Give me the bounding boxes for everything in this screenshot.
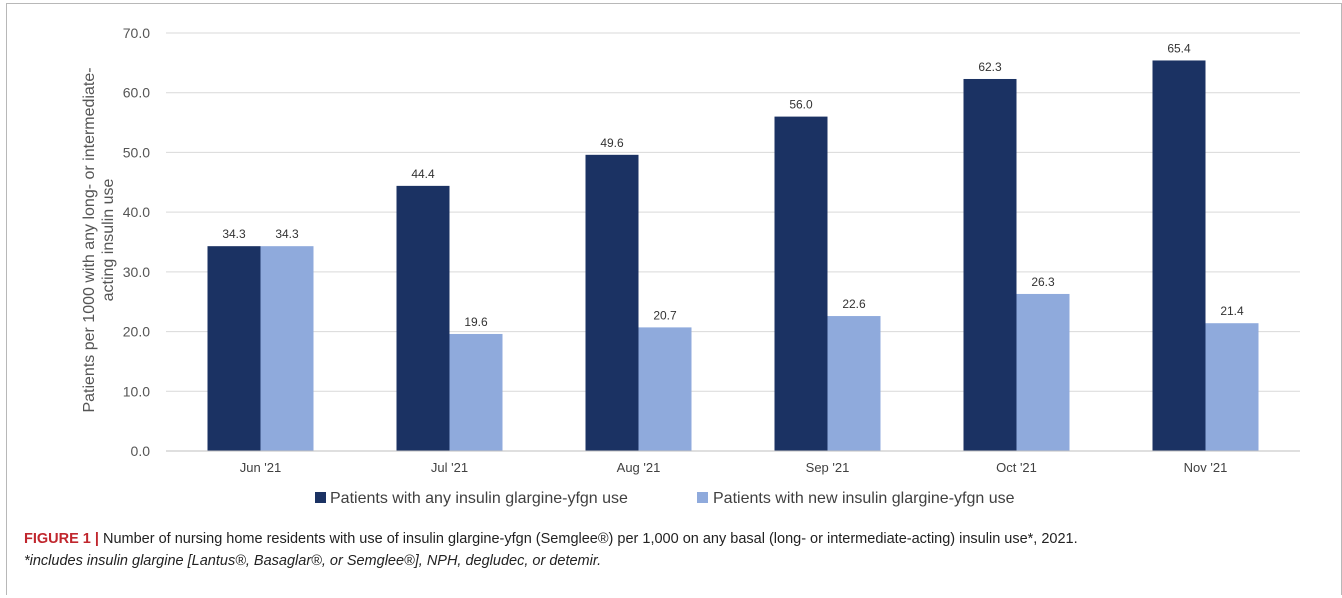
x-tick-label: Oct '21 <box>996 460 1037 475</box>
bar-any-use <box>774 116 828 451</box>
x-tick-label: Jun '21 <box>240 460 282 475</box>
data-label: 26.3 <box>1031 275 1055 289</box>
data-label: 56.0 <box>789 98 813 112</box>
bar-any-use <box>207 246 261 451</box>
legend-label-any-use: Patients with any insulin glargine-yfgn … <box>330 490 628 507</box>
legend-swatch-new-use <box>697 492 708 503</box>
y-tick-label: 60.0 <box>123 85 150 101</box>
data-label: 44.4 <box>411 167 435 181</box>
caption-footnote: *includes insulin glargine [Lantus®, Bas… <box>24 553 602 569</box>
y-tick-label: 70.0 <box>123 25 150 41</box>
bar-new-use <box>1205 323 1259 451</box>
bar-new-use <box>827 316 881 451</box>
y-tick-label: 20.0 <box>123 324 150 340</box>
y-axis-title-line-1: Patients per 1000 with any long- or inte… <box>81 67 98 412</box>
bar-chart: 0.010.020.030.040.050.060.070.0 34.3 34.3… <box>81 25 1300 507</box>
figure-label: FIGURE 1 | <box>24 531 99 547</box>
data-label: 34.3 <box>275 227 299 241</box>
data-label: 34.3 <box>222 227 246 241</box>
data-labels: 34.3 34.3 44.4 19.6 49.6 20.7 56.0 22.6 62.3 26.3… <box>222 41 1244 328</box>
legend-swatch-any-use <box>315 492 326 503</box>
caption-main: FIGURE 1 | Number of nursing home reside… <box>24 528 1324 550</box>
data-label: 22.6 <box>842 297 866 311</box>
bar-any-use <box>1152 60 1206 452</box>
bar-new-use <box>1016 293 1070 451</box>
x-tick-label: Aug '21 <box>617 460 661 475</box>
y-tick-label: 0.0 <box>131 443 151 459</box>
bar-new-use <box>260 246 314 451</box>
y-tick-label: 40.0 <box>123 204 150 220</box>
y-tick-label: 50.0 <box>123 144 150 160</box>
x-tick-label: Sep '21 <box>806 460 850 475</box>
y-tick-label: 10.0 <box>123 383 150 399</box>
y-tick-label: 30.0 <box>123 264 150 280</box>
data-label: 20.7 <box>653 308 677 322</box>
x-tick-label: Jul '21 <box>431 460 468 475</box>
gridlines <box>166 32 1300 392</box>
bar-new-use <box>638 327 692 451</box>
data-label: 65.4 <box>1167 41 1191 55</box>
y-axis-title: Patients per 1000 with any long- or inte… <box>81 67 117 412</box>
bar-any-use <box>963 78 1017 451</box>
bar-new-use <box>449 333 503 451</box>
legend-label-new-use: Patients with new insulin glargine-yfgn … <box>713 490 1015 507</box>
caption-text: Number of nursing home residents with us… <box>98 531 1078 547</box>
data-label: 62.3 <box>978 60 1002 74</box>
bar-any-use <box>585 154 639 451</box>
y-axis-ticks: 0.0 10.0 20.0 30.0 40.0 50.0 60.0 70.0 <box>123 25 150 459</box>
data-label: 19.6 <box>464 315 488 329</box>
x-axis-ticks: Jun '21 Jul '21 Aug '21 Sep '21 Oct '21 Nov '… <box>240 460 1228 475</box>
x-tick-label: Nov '21 <box>1184 460 1228 475</box>
bars <box>207 60 1259 452</box>
figure-caption: FIGURE 1 | Number of nursing home reside… <box>24 528 1324 572</box>
data-label: 21.4 <box>1220 304 1244 318</box>
data-label: 49.6 <box>600 136 624 150</box>
y-axis-title-line-2: acting insulin use <box>100 179 117 302</box>
legend: Patients with any insulin glargine-yfgn … <box>315 490 1015 507</box>
bar-any-use <box>396 185 450 451</box>
